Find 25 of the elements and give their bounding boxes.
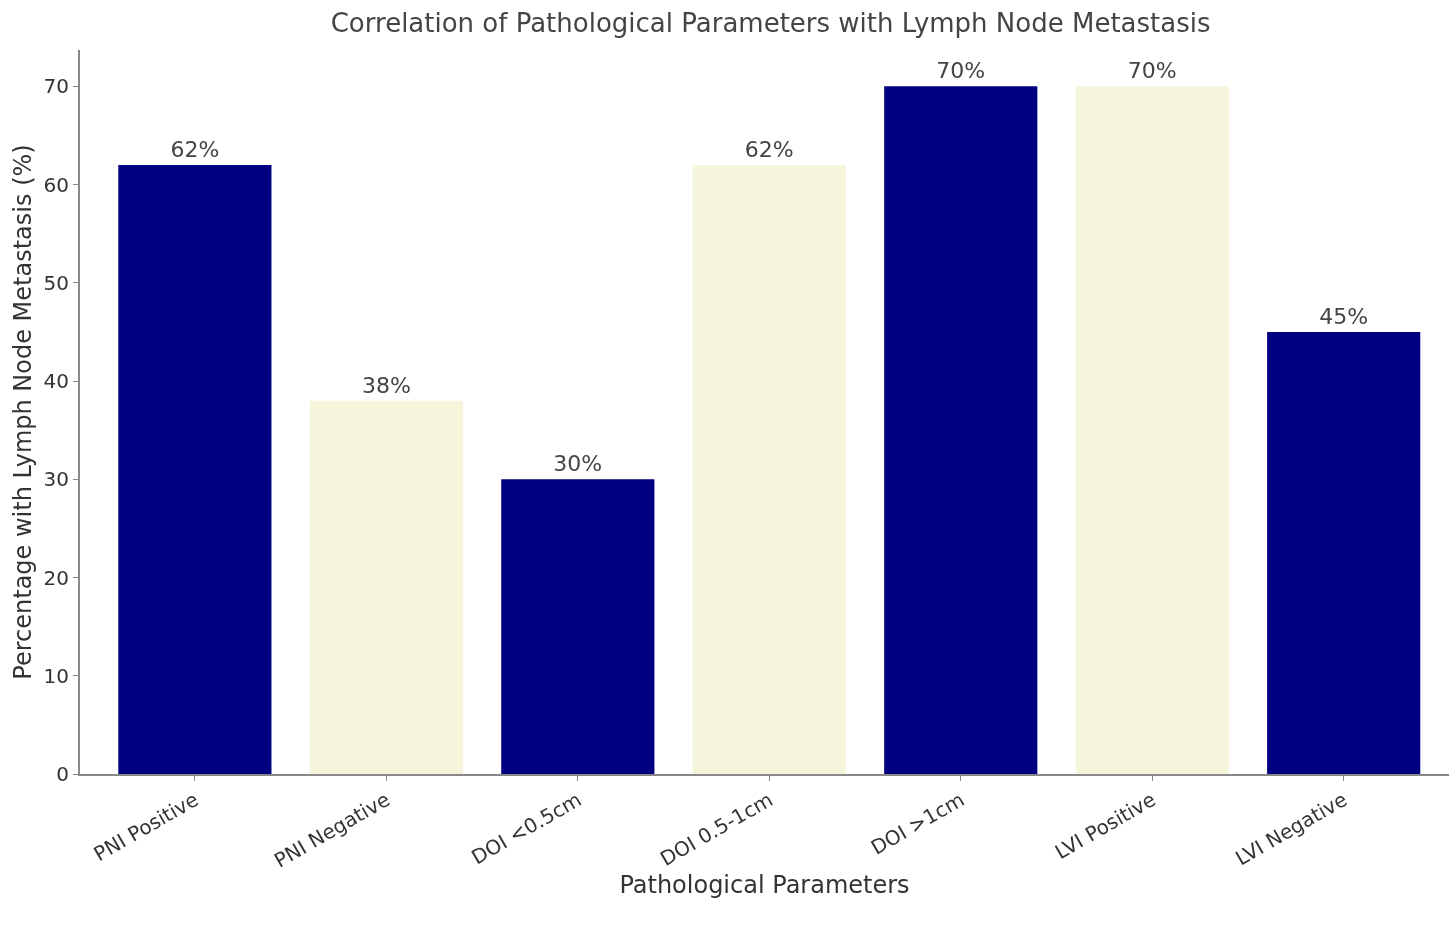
bar: [1267, 331, 1421, 774]
data-label: 70%: [1127, 58, 1177, 84]
y-tick-label: 60: [43, 172, 69, 197]
bar: [1075, 86, 1229, 774]
bar: [692, 164, 846, 774]
y-tick-label: 0: [56, 762, 69, 786]
y-tick-label: 50: [43, 270, 69, 295]
data-label: 70%: [936, 58, 986, 84]
y-tick-label: 40: [43, 369, 69, 394]
bar: [309, 400, 463, 774]
y-tick-label: 70: [43, 74, 69, 99]
x-axis-title: Pathological Parameters: [619, 871, 910, 900]
chart-title: Correlation of Pathological Parameters with Lymph Node Metastasis: [330, 8, 1211, 39]
data-label: 45%: [1319, 303, 1369, 329]
data-label: 62%: [170, 136, 220, 162]
bar: [501, 479, 655, 774]
y-tick-label: 30: [43, 467, 69, 492]
y-tick-label: 20: [43, 565, 69, 590]
data-label: 62%: [744, 136, 794, 162]
bar: [884, 86, 1038, 774]
data-label: 30%: [553, 451, 603, 477]
bar: [118, 164, 272, 774]
y-axis-title: Percentage with Lymph Node Metastasis (%): [9, 144, 38, 680]
y-tick-label: 10: [43, 663, 69, 688]
data-label: 38%: [361, 372, 411, 398]
